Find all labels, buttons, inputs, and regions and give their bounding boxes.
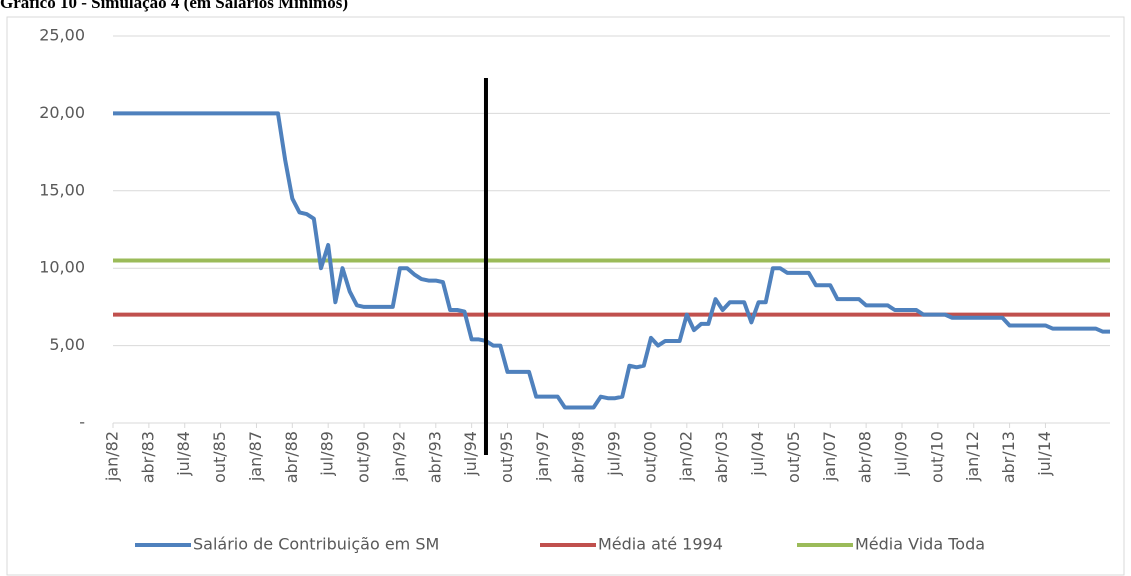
x-tick-label: out/90: [354, 431, 373, 483]
x-tick-label: abr/08: [856, 431, 875, 483]
x-tick-label: jul/94: [461, 431, 480, 477]
y-tick-label: 15,00: [39, 180, 85, 199]
legend-label: Salário de Contribuição em SM: [193, 535, 439, 554]
x-tick-label: jul/84: [174, 431, 193, 477]
legend-label: Média Vida Toda: [855, 535, 985, 554]
x-tick-label: abr/03: [712, 431, 731, 483]
x-tick-label: abr/88: [282, 431, 301, 483]
x-tick-label: jul/89: [318, 431, 337, 477]
y-tick-label: 10,00: [39, 258, 85, 277]
x-tick-label: jan/07: [820, 431, 839, 482]
x-tick-label: jan/92: [389, 431, 408, 482]
x-tick-label: jan/02: [676, 431, 695, 482]
x-tick-label: jan/12: [963, 431, 982, 482]
x-tick-label: abr/13: [999, 431, 1018, 483]
data-line: [113, 111, 1110, 410]
x-tick-label: abr/93: [425, 431, 444, 483]
y-tick-label: 25,00: [39, 26, 85, 45]
x-tick-label: abr/83: [138, 431, 157, 483]
chart-title: Gráfico 10 - Simulação 4 (em Salários Mí…: [0, 0, 348, 12]
x-tick-label: out/95: [497, 431, 516, 483]
legend-label: Média até 1994: [598, 535, 723, 554]
x-tick-label: jul/09: [891, 431, 910, 477]
x-tick-label: jul/99: [605, 431, 624, 477]
x-tick-label: out/85: [210, 431, 229, 483]
y-tick-label: 20,00: [39, 103, 85, 122]
x-tick-label: jan/97: [533, 431, 552, 482]
y-tick-label: -: [79, 413, 85, 432]
y-tick-label: 5,00: [49, 335, 85, 354]
x-tick-label: out/10: [927, 431, 946, 483]
x-tick-label: jan/82: [103, 431, 122, 482]
x-tick-label: out/00: [640, 431, 659, 483]
x-tick-label: out/05: [784, 431, 803, 483]
x-tick-label: jul/14: [1035, 431, 1054, 477]
chart-border: [6, 16, 1125, 576]
x-tick-label: jan/87: [246, 431, 265, 482]
x-tick-label: abr/98: [569, 431, 588, 483]
x-tick-label: jul/04: [748, 431, 767, 477]
